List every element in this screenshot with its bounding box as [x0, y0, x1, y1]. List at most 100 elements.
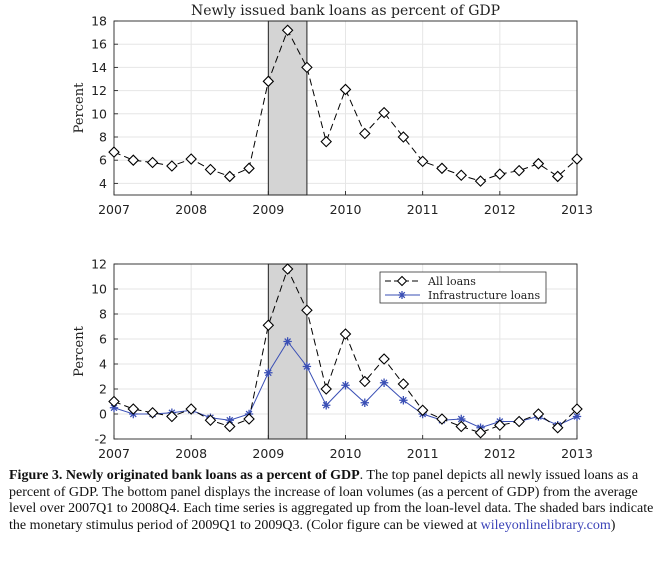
data-point-star [341, 381, 350, 390]
stimulus-shaded-bar [267, 263, 308, 440]
data-point-diamond [223, 170, 236, 183]
data-point-diamond [532, 408, 545, 420]
data-point-star [264, 368, 273, 377]
data-point-diamond [359, 375, 371, 388]
legend-label: Infrastructure loans [428, 289, 540, 302]
y-tick-label: 6 [99, 153, 107, 168]
top-panel: 4 6 8 10 12 14 16 18 2007 2008 2009 2010 2011 2012 201… [72, 3, 593, 217]
x-tick-label: 2010 [330, 446, 362, 461]
x-tick-label: 2011 [407, 202, 439, 217]
y-tick-label: -2 [95, 432, 107, 447]
caption-link[interactable]: wileyonlinelibrary.com [480, 517, 611, 533]
data-point-star [572, 412, 582, 421]
y-tick-label: 4 [99, 357, 107, 372]
x-tick-label: 2008 [175, 202, 207, 217]
data-point-diamond [127, 403, 140, 415]
data-point-diamond [127, 154, 140, 166]
data-point-star [379, 378, 389, 387]
data-point-diamond [108, 395, 120, 408]
x-tick-label: 2013 [561, 446, 593, 461]
stimulus-shaded-bar [267, 20, 308, 196]
data-point-diamond [455, 420, 468, 433]
x-tick-label: 2008 [175, 446, 207, 461]
data-point-diamond [397, 131, 410, 143]
data-point-diamond [301, 304, 313, 317]
data-point-diamond [281, 263, 294, 275]
data-point-diamond [436, 162, 448, 175]
y-tick-label: 14 [91, 60, 107, 75]
y-axis-label: Percent [72, 325, 87, 376]
y-tick-label: 2 [99, 382, 107, 397]
y-tick-label: 0 [99, 407, 107, 422]
data-point-diamond [436, 413, 448, 425]
data-point-diamond [262, 319, 275, 332]
y-tick-label: 6 [99, 332, 107, 347]
legend-marker-diamond [396, 275, 408, 287]
data-point-star [322, 401, 331, 410]
x-tick-label: 2009 [252, 202, 284, 217]
x-tick-label: 2011 [407, 446, 439, 461]
data-point-diamond [494, 419, 506, 432]
x-tick-label: 2007 [98, 446, 130, 461]
data-point-diamond [262, 75, 275, 88]
data-point-diamond [146, 156, 159, 169]
data-point-star [225, 416, 234, 425]
y-tick-label: 8 [99, 307, 107, 322]
y-tick-label: 10 [91, 282, 107, 297]
caption-title: Newly originated bank loans as a percent… [65, 468, 360, 483]
data-point-star [457, 414, 466, 424]
x-tick-label: 2012 [484, 446, 516, 461]
data-point-star [399, 396, 408, 405]
data-point-diamond [281, 24, 294, 37]
y-tick-label: 8 [99, 130, 107, 145]
data-point-diamond [320, 135, 332, 148]
x-tick-label: 2010 [330, 202, 362, 217]
data-point-star [283, 337, 292, 346]
x-tick-label: 2012 [484, 202, 516, 217]
data-point-diamond [551, 421, 564, 434]
data-point-diamond [474, 175, 487, 187]
data-point-star [302, 362, 312, 371]
data-point-diamond [359, 127, 371, 140]
data-point-star [109, 403, 119, 412]
data-point-diamond [108, 146, 120, 158]
data-point-diamond [185, 153, 197, 165]
data-point-diamond [301, 61, 313, 74]
x-tick-label: 2007 [98, 202, 130, 217]
data-point-diamond [146, 406, 159, 419]
y-tick-label: 16 [91, 37, 107, 52]
data-point-diamond [378, 353, 390, 365]
data-point-diamond [204, 163, 217, 176]
caption-label: Figure 3. [9, 468, 63, 483]
data-point-diamond [320, 383, 332, 395]
data-point-diamond [166, 410, 178, 423]
data-point-diamond [416, 155, 429, 168]
data-point-diamond [571, 403, 583, 415]
y-tick-label: 12 [91, 83, 107, 98]
data-point-star [360, 398, 369, 407]
figure: 4 6 8 10 12 14 16 18 2007 2008 2009 2010 2011 2012 201… [72, 3, 593, 462]
data-point-diamond [513, 415, 525, 428]
data-point-diamond [513, 164, 525, 177]
data-point-diamond [455, 169, 468, 182]
data-point-diamond [571, 153, 583, 165]
data-point-diamond [397, 378, 410, 390]
data-point-diamond [416, 404, 429, 417]
caption-end: ) [610, 517, 616, 533]
data-point-diamond [223, 420, 236, 433]
data-point-diamond [551, 170, 564, 183]
chart-title: Newly issued bank loans as percent of GD… [191, 3, 500, 19]
data-point-diamond [166, 160, 178, 172]
y-tick-label: 18 [91, 14, 107, 29]
y-axis-label: Percent [72, 82, 87, 133]
y-tick-label: 4 [99, 176, 107, 191]
data-point-diamond [474, 426, 487, 439]
data-point-diamond [339, 328, 352, 340]
data-point-diamond [243, 162, 255, 175]
data-point-diamond [339, 83, 352, 96]
y-tick-label: 10 [91, 106, 107, 121]
bottom-panel: -2 0 2 4 6 8 10 12 2007 2008 2009 2010 2011 2012 2013 P… [72, 257, 593, 462]
data-point-diamond [532, 157, 545, 170]
figure-caption: Figure 3. Newly originated bank loans as… [9, 468, 659, 534]
